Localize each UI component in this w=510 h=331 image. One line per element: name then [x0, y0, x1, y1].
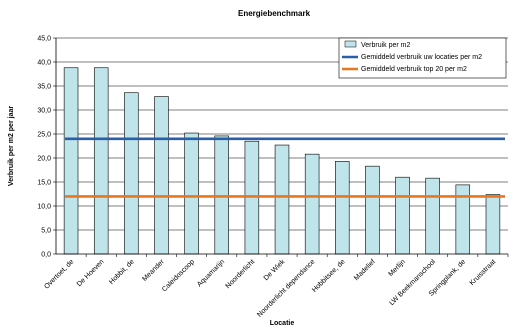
- bar: [93, 67, 109, 255]
- x-category-label: Noorderlicht: [225, 258, 257, 290]
- y-tick-label: 0,0: [41, 252, 51, 259]
- chart-title: Energiebenchmark: [238, 9, 311, 18]
- bar: [425, 177, 440, 255]
- x-category-label: Merlijn: [387, 258, 407, 278]
- y-tick-label: 30,0: [37, 108, 51, 115]
- x-category-label: Overtoet, de: [43, 258, 75, 290]
- bar: [214, 135, 229, 255]
- x-category-label: Kruisstraat: [469, 258, 498, 287]
- bars: [63, 67, 501, 255]
- bar: [304, 153, 320, 255]
- x-category-label: Meander: [141, 258, 166, 283]
- legend-box: [338, 37, 507, 79]
- legend-label-avg-top20: Gemiddeld verbruik top 20 per m2: [361, 66, 467, 73]
- x-category-label: Hobbit, de: [108, 258, 136, 286]
- average-lines: [65, 137, 505, 198]
- legend: Verbruik per m2 Gemiddeld verbruik uw lo…: [338, 37, 507, 79]
- bar: [485, 194, 501, 255]
- x-axis-categories: Overtoet, de De Hoeven Hobbit, de MeanderCa…: [43, 254, 509, 319]
- bar: [395, 176, 410, 255]
- x-category-label: Caleidoscoop: [161, 258, 196, 293]
- x-category-label: Noorderlicht dependance: [256, 258, 316, 318]
- bar: [274, 144, 290, 255]
- legend-label-avg-locations: Gemiddeld verbruik uw locaties per m2: [361, 54, 482, 61]
- bar: [154, 96, 169, 255]
- y-tick-label: 15,0: [37, 180, 51, 187]
- y-tick-label: 25,0: [37, 132, 51, 139]
- y-tick-label: 5,0: [41, 228, 51, 235]
- bar: [184, 132, 199, 255]
- legend-label-verbruik: Verbruik per m2: [361, 42, 411, 49]
- x-category-label: Madelief: [353, 258, 377, 282]
- bar: [335, 161, 350, 255]
- bar: [365, 165, 380, 255]
- y-tick-label: 20,0: [37, 156, 51, 163]
- x-category-label: Hobbitsee, de: [311, 258, 347, 294]
- y-axis-ticks: 0,0 5,0 10,0 15,0 20,0 25,0 30,0 35,0 40,0 45,0: [37, 36, 56, 259]
- y-tick-label: 45,0: [37, 36, 51, 43]
- legend-swatch-bar: [344, 40, 357, 48]
- x-category-label: De Wiek: [263, 258, 287, 282]
- x-axis-title: Locatie: [270, 320, 295, 327]
- y-axis-title: Verbruik per m2 per jaar: [8, 106, 15, 186]
- x-category-label: De Hoeven: [76, 258, 106, 288]
- x-category-label: Aquamarijn: [196, 258, 226, 288]
- y-tick-label: 35,0: [37, 84, 51, 91]
- bar: [124, 92, 139, 255]
- y-tick-label: 10,0: [37, 204, 51, 211]
- bar: [63, 67, 79, 255]
- y-tick-label: 40,0: [37, 60, 51, 67]
